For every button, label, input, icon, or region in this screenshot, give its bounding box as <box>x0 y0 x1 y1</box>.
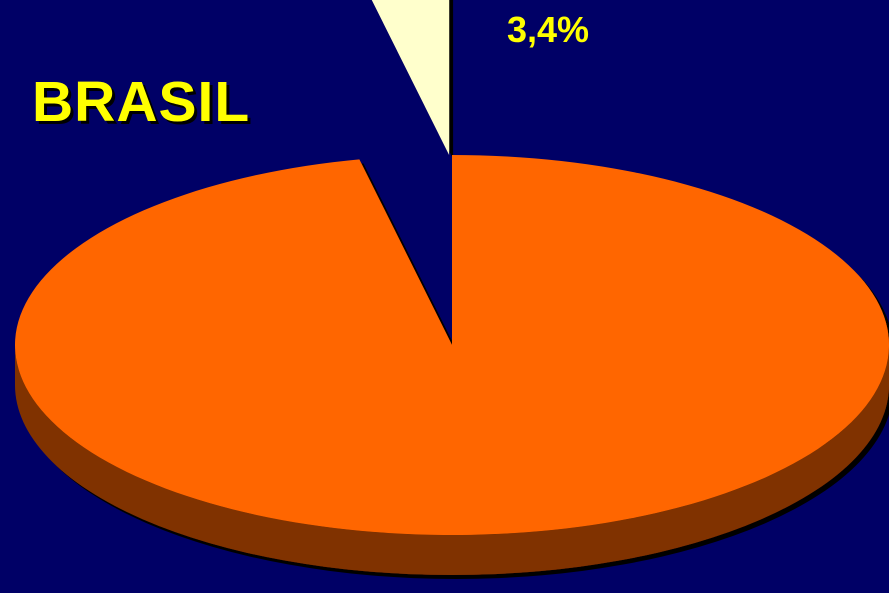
data-labels: 3,4% <box>507 9 589 50</box>
data-label-1: 3,4% <box>507 9 589 50</box>
pie-slice-0 <box>15 155 889 575</box>
chart-title: BRASIL <box>32 70 251 134</box>
pie-slice-1 <box>371 0 450 155</box>
pie-slice-top <box>371 0 450 155</box>
pie-slice-top <box>15 155 889 535</box>
pie-slices <box>15 0 889 575</box>
pie-slice-side <box>15 345 889 575</box>
